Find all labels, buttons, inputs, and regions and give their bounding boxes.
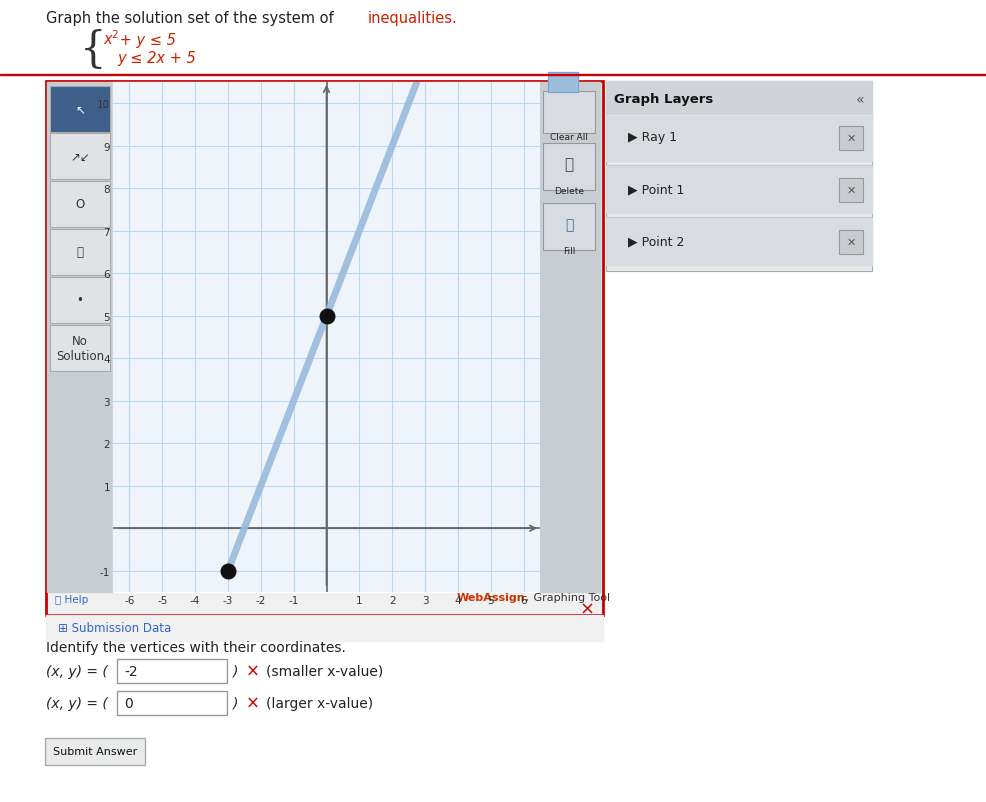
Text: {: { [80, 29, 106, 71]
Text: ↗↙: ↗↙ [70, 150, 90, 164]
FancyBboxPatch shape [50, 326, 110, 371]
Bar [47, 83, 113, 592]
Text: Clear All: Clear All [550, 133, 588, 142]
Text: ⊞ Submission Data: ⊞ Submission Data [58, 622, 172, 634]
Text: 🗑: 🗑 [564, 157, 574, 172]
Text: Delete: Delete [554, 187, 584, 196]
Text: No
Solution: No Solution [56, 334, 105, 363]
Text: ×: × [246, 662, 260, 680]
Text: Graph the solution set of the system of: Graph the solution set of the system of [46, 10, 338, 26]
Text: Fill: Fill [563, 247, 575, 256]
FancyBboxPatch shape [839, 127, 863, 151]
Text: ⌣: ⌣ [77, 246, 84, 259]
Text: Graphing Tool: Graphing Tool [530, 592, 610, 602]
Bar [606, 217, 872, 265]
Text: ✕: ✕ [846, 186, 856, 196]
Text: ▶ Point 1: ▶ Point 1 [628, 184, 684, 196]
Text: O: O [75, 198, 85, 211]
Bar [113, 83, 540, 592]
Text: ): ) [233, 664, 239, 678]
Text: •: • [77, 294, 84, 307]
Text: (x, y) = (: (x, y) = ( [46, 664, 107, 678]
Bar [540, 83, 600, 592]
FancyBboxPatch shape [50, 134, 110, 180]
Text: 2: 2 [111, 30, 117, 40]
FancyBboxPatch shape [543, 204, 595, 251]
Text: ✕: ✕ [846, 237, 856, 248]
Text: inequalities.: inequalities. [368, 10, 458, 26]
Text: ⓘ Help: ⓘ Help [55, 594, 89, 604]
FancyBboxPatch shape [50, 277, 110, 323]
Text: (x, y) = (: (x, y) = ( [46, 696, 107, 710]
FancyBboxPatch shape [45, 738, 145, 765]
Text: 🖌: 🖌 [565, 217, 573, 232]
Text: ✕: ✕ [846, 134, 856, 144]
Point [318, 310, 334, 322]
Bar [548, 73, 578, 93]
Text: + y ≤ 5: + y ≤ 5 [115, 32, 176, 47]
FancyBboxPatch shape [117, 691, 227, 715]
Text: ×: × [246, 695, 260, 712]
Text: ): ) [233, 696, 239, 710]
Bar [46, 615, 603, 642]
Text: -2: -2 [124, 664, 138, 678]
FancyBboxPatch shape [543, 92, 595, 134]
Text: ×: × [580, 600, 595, 618]
FancyBboxPatch shape [839, 179, 863, 203]
Text: ▶ Point 2: ▶ Point 2 [628, 235, 684, 248]
Bar [606, 166, 872, 214]
Text: (larger x-value): (larger x-value) [266, 696, 373, 710]
FancyBboxPatch shape [543, 144, 595, 191]
FancyBboxPatch shape [46, 82, 603, 615]
FancyBboxPatch shape [606, 82, 872, 272]
Text: 0: 0 [124, 696, 133, 710]
Bar [548, 73, 578, 93]
Text: Submit Answer: Submit Answer [53, 746, 137, 756]
Bar [0, 75, 986, 76]
Bar [606, 82, 872, 114]
Text: ▶ Ray 1: ▶ Ray 1 [628, 132, 677, 144]
Text: x: x [103, 32, 111, 47]
Text: ↖: ↖ [75, 103, 85, 116]
FancyBboxPatch shape [117, 659, 227, 683]
Text: y ≤ 2x + 5: y ≤ 2x + 5 [117, 51, 196, 66]
Text: Identify the vertices with their coordinates.: Identify the vertices with their coordin… [46, 640, 346, 654]
Text: WebAssign.: WebAssign. [458, 592, 530, 602]
FancyBboxPatch shape [839, 231, 863, 255]
FancyBboxPatch shape [50, 182, 110, 228]
Point [220, 565, 236, 577]
Text: (smaller x-value): (smaller x-value) [266, 664, 384, 678]
Text: Graph Layers: Graph Layers [614, 93, 713, 107]
Text: «: « [856, 93, 864, 107]
FancyBboxPatch shape [50, 87, 110, 133]
FancyBboxPatch shape [50, 229, 110, 276]
Bar [606, 114, 872, 162]
